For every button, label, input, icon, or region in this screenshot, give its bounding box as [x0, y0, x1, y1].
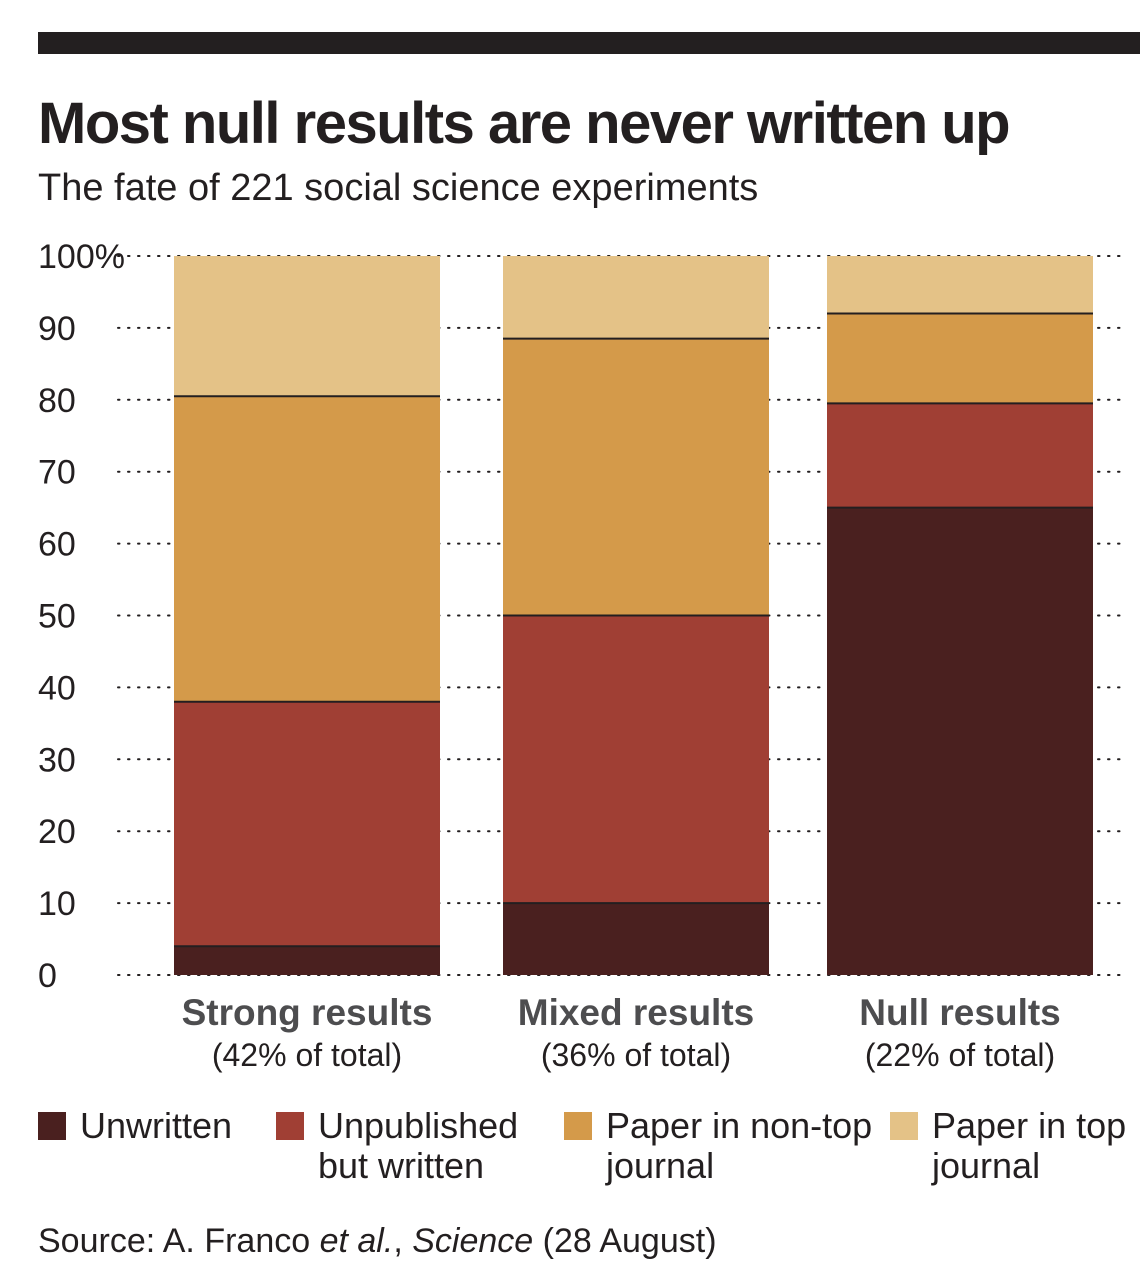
legend-item-unpublished: Unpublished but written [276, 1106, 548, 1186]
y-tick-label: 60 [38, 526, 76, 564]
bar-segment [827, 403, 1093, 508]
top-rule [38, 32, 1140, 54]
category-label: Strong results [182, 992, 433, 1033]
source-prefix: Source: A. Franco [38, 1222, 320, 1260]
source-suffix: (28 August) [533, 1222, 717, 1260]
legend-item-non-top-journal: Paper in non-top journal [564, 1106, 876, 1186]
bar-segment [503, 615, 769, 904]
bars [174, 256, 1093, 975]
legend-swatch-unwritten [38, 1112, 66, 1140]
chart-title: Most null results are never written up [38, 91, 1011, 156]
y-tick-label: 100% [38, 238, 125, 276]
legend-label: Paper in non-top journal [606, 1105, 873, 1186]
y-tick-label: 10 [38, 885, 76, 923]
legend-swatch-top-journal [890, 1112, 918, 1140]
category-label: Null results [859, 992, 1061, 1033]
bar-segment [174, 946, 440, 975]
category-sublabel: (42% of total) [212, 1037, 402, 1073]
bar-segment [827, 256, 1093, 314]
legend-label: Unwritten [80, 1105, 233, 1146]
legend-swatch-unpublished [276, 1112, 304, 1140]
y-tick-label: 90 [38, 310, 76, 348]
source-note: Source: A. Franco et al., Science (28 Au… [38, 1222, 717, 1261]
source-etal: et al. [319, 1222, 394, 1260]
legend-swatch-non-top-journal [564, 1112, 592, 1140]
bar-segment [503, 338, 769, 616]
bar-segment [503, 903, 769, 975]
legend-item-unwritten: Unwritten [38, 1106, 310, 1146]
bar-segment [827, 507, 1093, 975]
y-tick-label: 30 [38, 741, 76, 779]
chart-subtitle: The fate of 221 social science experimen… [38, 167, 759, 209]
legend-item-top-journal: Paper in top journal [890, 1106, 1148, 1186]
category-label: Mixed results [518, 992, 754, 1033]
category-sublabel: (36% of total) [541, 1037, 731, 1073]
y-axis: 0 10 20 30 40 50 60 70 80 90 100% [38, 238, 125, 995]
y-tick-label: 0 [38, 957, 57, 995]
y-tick-label: 50 [38, 598, 76, 636]
source-journal: Science [412, 1222, 534, 1260]
y-tick-label: 20 [38, 813, 76, 851]
y-tick-label: 40 [38, 669, 76, 707]
y-tick-label: 70 [38, 454, 76, 492]
stacked-bar-chart: 0 10 20 30 40 50 60 70 80 90 100% Strong results (4… [38, 238, 1121, 1073]
legend-label: Unpublished but written [318, 1105, 519, 1186]
category-labels: Strong results (42% of total) Mixed result… [182, 992, 1061, 1073]
y-tick-label: 80 [38, 382, 76, 420]
bar-segment [174, 701, 440, 947]
bar-segment [174, 396, 440, 702]
source-comma: , [393, 1222, 413, 1260]
legend-label: Paper in top journal [932, 1105, 1127, 1186]
bar-segment [503, 256, 769, 339]
category-sublabel: (22% of total) [865, 1037, 1055, 1073]
bar-segment [827, 313, 1093, 404]
bar-segment [174, 256, 440, 397]
